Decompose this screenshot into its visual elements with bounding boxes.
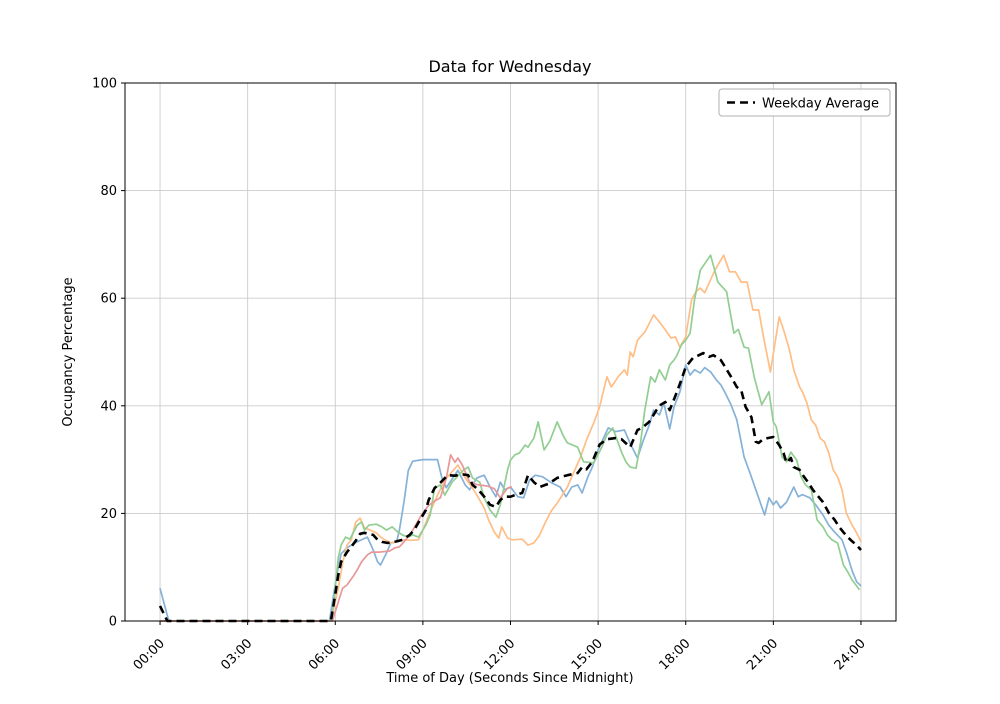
x-tick-label: 24:00 (832, 636, 869, 673)
gridlines (125, 82, 896, 622)
data-series (158, 254, 862, 623)
legend-label: Weekday Average (762, 97, 879, 112)
axis-ticks: 00:00 03:00 06:00 09:00 12:00 15:00 18:00 21:00… (92, 77, 869, 674)
y-tick-label: 80 (100, 184, 117, 199)
series-line-wednesday-occupancy-orange (160, 254, 862, 622)
series-line-wednesday-occupancy-green (160, 254, 861, 622)
y-tick-label: 60 (100, 292, 117, 307)
series-line-weekday-average (158, 351, 862, 623)
x-tick-label: 00:00 (131, 636, 168, 673)
x-tick-label: 15:00 (569, 636, 606, 673)
series-line-wednesday-occupancy-blue (159, 364, 862, 622)
x-tick-label: 03:00 (218, 636, 255, 673)
y-tick-label: 40 (100, 399, 117, 414)
y-tick-label: 20 (100, 507, 117, 522)
legend: Weekday Average (718, 88, 891, 117)
x-tick-label: 12:00 (481, 636, 518, 673)
x-tick-label: 21:00 (744, 636, 781, 673)
y-tick-label: 0 (109, 615, 117, 630)
y-tick-label: 100 (92, 77, 117, 92)
x-tick-label: 18:00 (656, 636, 693, 673)
x-tick-label: 09:00 (394, 636, 431, 673)
x-axis-label: Time of Day (Seconds Since Midnight) (385, 671, 633, 686)
x-tick-label: 06:00 (306, 636, 343, 673)
chart-title: Data for Wednesday (428, 57, 591, 76)
legend-box (718, 88, 891, 117)
y-axis-label: Occupancy Percentage (61, 277, 76, 426)
